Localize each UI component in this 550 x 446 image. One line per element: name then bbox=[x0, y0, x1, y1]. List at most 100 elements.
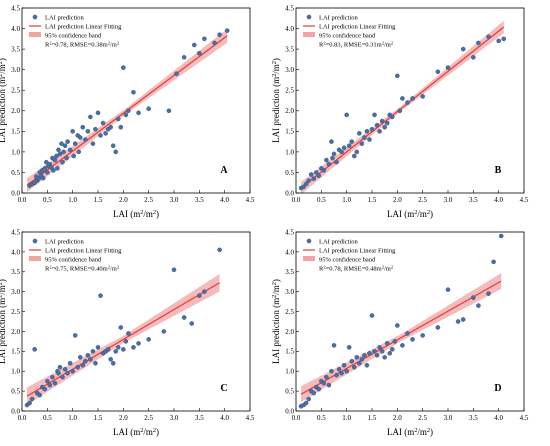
x-tick-label: 4.0 bbox=[220, 414, 229, 422]
data-point bbox=[471, 55, 476, 60]
x-tick-label: 4.0 bbox=[494, 414, 503, 422]
data-point bbox=[369, 313, 375, 318]
data-point bbox=[400, 343, 405, 348]
x-tick-label: 3.0 bbox=[170, 196, 179, 204]
data-point bbox=[460, 317, 466, 322]
data-point bbox=[110, 360, 116, 366]
data-point bbox=[224, 28, 230, 33]
data-point bbox=[146, 337, 151, 342]
data-point bbox=[316, 386, 322, 392]
x-tick-label: 2.0 bbox=[393, 196, 402, 204]
legend-line-label: LAI prediction Linear Fitting bbox=[319, 23, 396, 30]
x-tick-label: 1.5 bbox=[94, 196, 103, 204]
data-point bbox=[397, 108, 403, 114]
legend-point-marker bbox=[32, 238, 38, 244]
x-axis-title: LAI (m2/m2) bbox=[113, 427, 159, 438]
data-point bbox=[372, 349, 377, 354]
data-point bbox=[379, 118, 385, 124]
data-point bbox=[57, 364, 63, 370]
y-tick-label: 1.5 bbox=[285, 348, 294, 356]
data-point bbox=[491, 259, 496, 265]
data-point bbox=[121, 65, 126, 70]
legend-band-label: 95% confidence band bbox=[45, 256, 102, 263]
legend: LAI prediction LAI prediction Linear Fitt… bbox=[303, 14, 396, 48]
plot-frame bbox=[295, 7, 525, 194]
y-tick-label: 3.5 bbox=[285, 46, 294, 54]
data-point bbox=[51, 168, 56, 173]
data-point bbox=[306, 178, 311, 183]
data-point bbox=[359, 356, 365, 362]
y-tick-label: 0.0 bbox=[285, 407, 294, 415]
x-tick-label: 3.5 bbox=[469, 196, 478, 204]
x-tick-label: 1.5 bbox=[368, 414, 377, 422]
data-point bbox=[181, 315, 187, 320]
data-point bbox=[95, 345, 101, 350]
data-point bbox=[27, 400, 32, 406]
legend: LAI prediction LAI prediction Linear Fitt… bbox=[29, 14, 122, 48]
data-point bbox=[52, 157, 58, 163]
data-point bbox=[197, 293, 202, 298]
legend-band-label: 95% confidence band bbox=[319, 32, 376, 39]
x-tick-label: 1.0 bbox=[342, 414, 351, 422]
data-point bbox=[382, 354, 387, 360]
data-point bbox=[306, 396, 311, 402]
data-point bbox=[330, 155, 335, 161]
x-tick-label: 2.0 bbox=[393, 414, 402, 422]
data-point bbox=[377, 345, 382, 350]
data-point bbox=[108, 124, 113, 130]
data-point bbox=[60, 159, 65, 165]
data-point bbox=[42, 386, 48, 392]
legend-point-marker bbox=[306, 238, 312, 244]
x-tick-label: 4.5 bbox=[520, 196, 529, 204]
x-tick-label: 0.5 bbox=[317, 414, 326, 422]
legend-band-marker bbox=[303, 256, 315, 261]
data-point bbox=[460, 46, 466, 52]
data-point bbox=[308, 172, 314, 177]
data-point bbox=[70, 129, 75, 134]
x-tick-label: 3.5 bbox=[195, 196, 204, 204]
panel-d: 0.0 0.5 1.0 1.5 2.0 2.5 3.0 3.5 4.0 4.5 0.0 0.5 1.0 1… bbox=[271, 228, 529, 437]
data-point bbox=[445, 287, 451, 292]
data-point bbox=[410, 337, 415, 342]
data-point bbox=[486, 291, 491, 296]
panel-label: C bbox=[220, 383, 227, 394]
y-tick-label: 3.0 bbox=[285, 66, 294, 74]
data-point bbox=[113, 349, 119, 354]
data-point bbox=[344, 368, 349, 374]
data-point bbox=[67, 360, 73, 366]
data-point bbox=[52, 380, 58, 386]
data-point bbox=[476, 303, 481, 308]
legend-points-label: LAI prediction bbox=[319, 238, 359, 245]
data-point bbox=[372, 112, 377, 118]
data-point bbox=[395, 73, 400, 79]
data-point bbox=[435, 325, 441, 330]
data-point bbox=[349, 358, 355, 364]
data-point bbox=[65, 370, 70, 376]
data-point bbox=[400, 96, 405, 101]
x-tick-label: 4.0 bbox=[220, 196, 229, 204]
data-point bbox=[455, 319, 461, 324]
data-point bbox=[362, 135, 367, 140]
legend: LAI prediction LAI prediction Linear Fitt… bbox=[303, 238, 396, 272]
x-axis-title: LAI (m2/m2) bbox=[387, 209, 433, 220]
data-point bbox=[311, 390, 317, 396]
y-tick-label: 2.0 bbox=[11, 328, 20, 336]
data-point bbox=[60, 374, 65, 380]
panel-a: 0.0 0.5 1.0 1.5 2.0 2.5 3.0 3.5 4.0 4.5 0.0 0.5 1.0 1… bbox=[0, 4, 255, 219]
data-point bbox=[301, 184, 306, 190]
data-point bbox=[367, 351, 372, 356]
fit-line bbox=[26, 282, 220, 397]
legend-line-label: LAI prediction Linear Fitting bbox=[45, 23, 122, 30]
data-point bbox=[486, 34, 491, 40]
data-point bbox=[334, 159, 339, 165]
data-point bbox=[357, 131, 362, 136]
data-point bbox=[311, 176, 317, 181]
x-axis-title: LAI (m2/m2) bbox=[387, 427, 433, 438]
data-point bbox=[56, 370, 61, 376]
y-tick-label: 1.0 bbox=[11, 368, 20, 376]
data-point bbox=[410, 96, 415, 101]
x-tick-label: 0.5 bbox=[43, 414, 52, 422]
data-point bbox=[95, 110, 101, 116]
y-tick-label: 3.0 bbox=[11, 66, 20, 74]
